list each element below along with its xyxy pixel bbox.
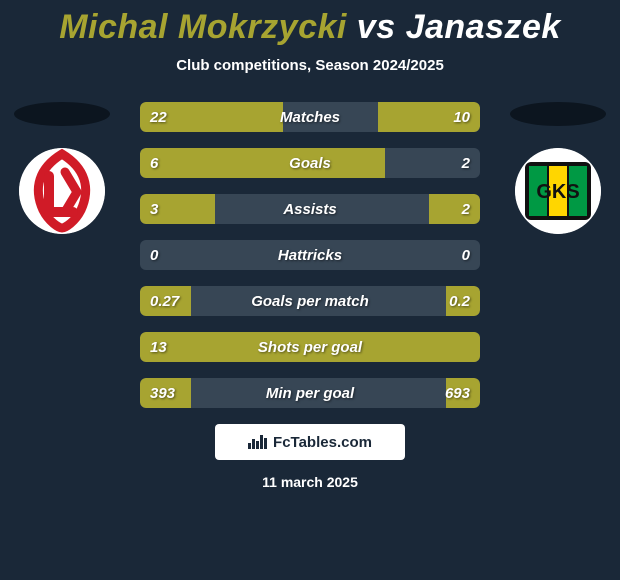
- stat-row: 62Goals: [140, 148, 480, 178]
- player1-name: Michal Mokrzycki: [59, 8, 347, 46]
- stat-label: Min per goal: [140, 378, 480, 408]
- svg-text:GKS: GKS: [536, 181, 579, 203]
- stat-row: 0.270.2Goals per match: [140, 286, 480, 316]
- stat-label: Goals: [140, 148, 480, 178]
- stat-label: Hattricks: [140, 240, 480, 270]
- shadow-ellipse: [510, 102, 606, 126]
- subtitle: Club competitions, Season 2024/2025: [0, 57, 620, 74]
- stat-label: Assists: [140, 194, 480, 224]
- stats-bars: 2210Matches 62Goals 32Assists 00Hattricks 0.…: [140, 102, 480, 408]
- stat-row: 00Hattricks: [140, 240, 480, 270]
- left-team-badge: [12, 102, 112, 402]
- crest-left-svg: [19, 148, 105, 234]
- stat-row: 2210Matches: [140, 102, 480, 132]
- comparison-title: Michal Mokrzycki vs Janaszek: [0, 0, 620, 47]
- stat-row: 13Shots per goal: [140, 332, 480, 362]
- stat-label: Matches: [140, 102, 480, 132]
- vs-text: vs: [357, 8, 396, 46]
- stat-label: Shots per goal: [140, 332, 480, 362]
- stat-label: Goals per match: [140, 286, 480, 316]
- content-area: GKS 2210Matches 62Goals 32Assists 00Hattric…: [0, 102, 620, 408]
- player2-name: Janaszek: [406, 8, 561, 46]
- brand-footer[interactable]: FcTables.com: [215, 424, 405, 460]
- crest-left: [19, 148, 105, 234]
- chart-icon: [248, 435, 267, 449]
- crest-right-svg: GKS: [515, 148, 601, 234]
- crest-right: GKS: [515, 148, 601, 234]
- shadow-ellipse: [14, 102, 110, 126]
- brand-text: FcTables.com: [273, 434, 372, 451]
- right-team-badge: GKS: [508, 102, 608, 402]
- stat-row: 393693Min per goal: [140, 378, 480, 408]
- stat-row: 32Assists: [140, 194, 480, 224]
- footer-date: 11 march 2025: [0, 474, 620, 490]
